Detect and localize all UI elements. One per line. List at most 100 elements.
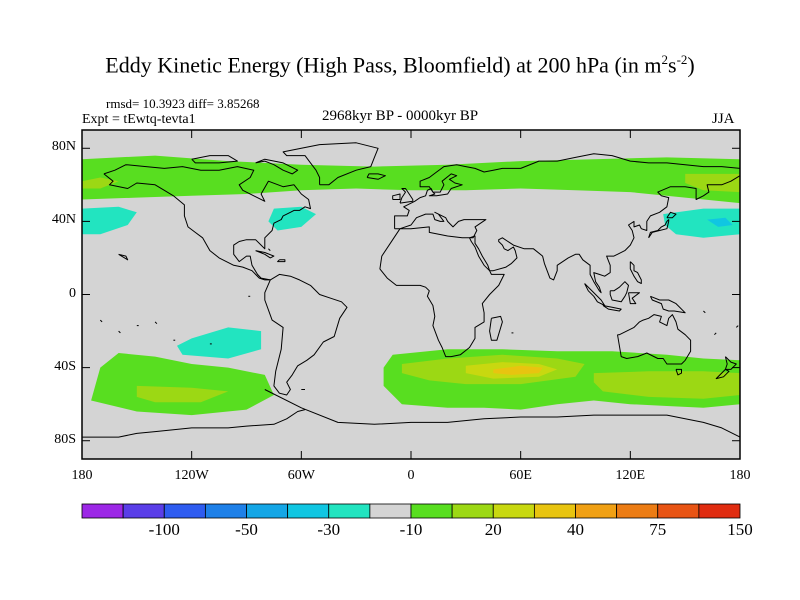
coastline-13 (666, 211, 677, 219)
coastline-37 (735, 325, 739, 328)
colorbar (81, 503, 741, 519)
coastline-30 (118, 253, 129, 261)
colorbar-box-4 (246, 503, 289, 519)
coastline-24 (399, 188, 414, 204)
coastline-17 (715, 368, 730, 380)
period-label: 2968kyr BP - 0000kyr BP (321, 108, 479, 124)
coastline-36 (99, 319, 103, 323)
coastline-2 (103, 164, 311, 281)
colorbar-label-7: 150 (727, 520, 753, 539)
season-label: JJA (712, 111, 735, 127)
colorbar-box-12 (575, 503, 618, 519)
coastline-27 (82, 409, 306, 438)
colorbar-box-3 (204, 503, 247, 519)
coastline-layer (82, 142, 740, 438)
x-tick-label-2: 60W (287, 468, 315, 483)
y-tick-label-4: 80S (54, 431, 76, 447)
coastline-23 (629, 261, 642, 284)
title-main-text: Eddy Kinetic Energy (High Pass, Bloomfie… (105, 52, 662, 78)
colorbar-box-8 (410, 503, 453, 519)
colorbar-label-0: -100 (148, 520, 180, 539)
colorbar-label-3: -10 (399, 520, 423, 539)
title-mid-text: s (668, 52, 677, 78)
coastline-39 (703, 310, 706, 314)
coastline-4 (255, 158, 299, 175)
coastline-26 (264, 389, 740, 438)
stats-label: rmsd= 10.3923 diff= 3.85268 (106, 96, 260, 111)
coastline-28 (255, 250, 275, 259)
colorbar-box-11 (533, 503, 576, 519)
tick-layer (81, 130, 741, 459)
coastline-5 (191, 155, 238, 164)
coastline-11 (469, 175, 740, 294)
y-tick-label-3: 40S (54, 358, 76, 374)
x-tick-label-6: 180 (729, 468, 751, 483)
field-region-14 (593, 371, 740, 399)
coastline-22 (649, 295, 686, 314)
x-tick-label-1: 120W (174, 468, 209, 483)
field-region-7 (177, 327, 262, 359)
coastline-20 (609, 281, 629, 303)
coastline-10 (489, 315, 503, 341)
map-title: Eddy Kinetic Energy (High Pass, Bloomfie… (0, 52, 800, 78)
coastline-29 (277, 259, 286, 263)
title-superscript-2: -2 (676, 52, 688, 67)
colorbar-box-1 (122, 503, 165, 519)
colorbar-label-4: 20 (484, 520, 502, 539)
colorbar-label-2: -30 (317, 520, 341, 539)
coastline-9 (379, 228, 505, 358)
coastline-7 (394, 153, 740, 229)
colorbar-box-0 (81, 503, 124, 519)
colorbar-box-9 (451, 503, 494, 519)
y-tick-label-2: 0 (69, 285, 76, 301)
colorbar-label-6: 75 (649, 520, 667, 539)
coastline-8 (394, 211, 487, 239)
colorbar-box-5 (287, 503, 330, 519)
field-region-6 (707, 217, 733, 227)
colorbar-box-14 (657, 503, 700, 519)
colorbar-box-2 (163, 503, 206, 519)
coastline-40 (268, 248, 271, 251)
y-tick-label-0: 80N (51, 139, 76, 155)
field-region-4 (268, 206, 316, 231)
coastline-0 (103, 173, 271, 281)
field-region-5 (663, 208, 740, 238)
field-region-0 (82, 155, 740, 204)
field-region-1 (685, 173, 740, 193)
colorbar-box-13 (616, 503, 659, 519)
x-tick-label-0: 180 (71, 468, 93, 483)
coastline-6 (366, 173, 386, 180)
title-superscript-1: 2 (661, 52, 669, 67)
experiment-label: Expt = tEwtq-tevta1 (82, 112, 196, 127)
colorbar-label-1: -50 (235, 520, 258, 539)
coastline-1 (264, 273, 348, 396)
coastline-12 (648, 219, 670, 239)
x-tick-label-5: 120E (615, 468, 646, 483)
field-region-3 (82, 206, 137, 235)
field-region-9 (136, 385, 229, 403)
colorbar-label-5: 40 (567, 520, 584, 539)
coastline-14 (617, 314, 692, 365)
x-tick-label-3: 0 (407, 468, 415, 483)
x-tick-label-4: 60E (509, 468, 532, 483)
coastline-19 (602, 305, 622, 312)
coastline-38 (714, 332, 717, 336)
y-tick-label-1: 40N (51, 212, 76, 228)
field-region-8 (91, 353, 274, 416)
coastline-16 (724, 356, 737, 370)
coastline-33 (154, 321, 158, 325)
coastline-25 (392, 193, 401, 200)
coastline-35 (118, 330, 121, 334)
field-region-2 (82, 177, 119, 189)
field-layer (82, 155, 740, 416)
coastline-21 (628, 292, 640, 305)
coastline-3 (282, 142, 379, 186)
colorbar-box-6 (328, 503, 371, 519)
colorbar-box-7 (369, 503, 412, 519)
field-region-13 (493, 365, 543, 375)
title-end-text: ) (687, 52, 695, 78)
colorbar-box-15 (698, 503, 741, 519)
colorbar-box-10 (492, 503, 535, 519)
coastline-15 (675, 368, 682, 376)
